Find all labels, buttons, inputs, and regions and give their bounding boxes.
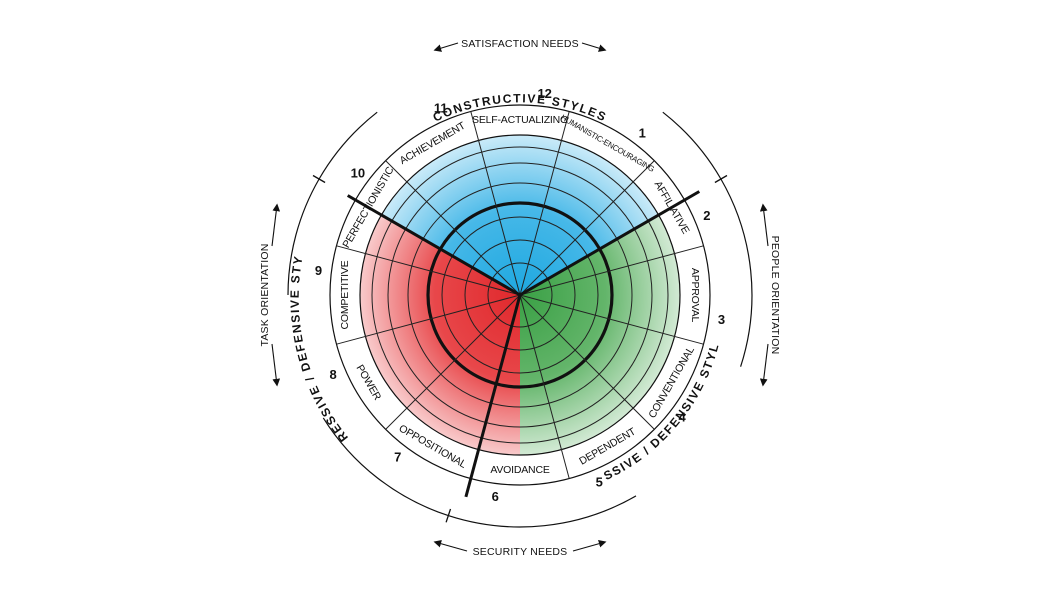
wedge-aggressive [359,215,520,456]
segment-label-competitive: COMPETITIVE [339,260,351,329]
diagram-grid [329,104,711,498]
passive-bracket-arc-2 [448,495,637,528]
segment-divider [470,111,521,296]
segment-divider [385,294,521,430]
grid-ring-2 [464,239,576,351]
aggressive-bracket-arc-2 [287,178,320,296]
wedge-passive [520,215,681,455]
segment-label-self-actualizing: SELF-ACTUALIZING [472,114,568,126]
dimension-top-label: SATISFACTION NEEDS [461,38,579,50]
grid-ring-3 [441,216,599,374]
plot-edge-ring [359,134,681,456]
segment-number-11: 11 [434,101,448,116]
constructive-bracket-arc-1 [318,111,378,180]
segment-divider [519,111,570,296]
segment-divider [519,160,655,296]
label-band-ring [329,104,711,486]
outer-ring [287,111,753,528]
group-boundary-2 [464,294,522,498]
constructive-bracket-arc-2 [662,111,722,180]
segment-number-1: 1 [639,125,646,140]
bracket-tick-1 [714,174,728,184]
grid-ring-1 [487,262,553,328]
segment-divider [519,245,704,296]
segment-number-10: 10 [351,165,365,180]
threshold-ring [426,201,614,389]
segment-divider [519,294,704,345]
segment-label-avoidance: AVOIDANCE [490,464,549,476]
dimension-arrows [271,42,769,552]
group-boundary-3 [346,194,521,297]
group-label-aggressive: AGGRESSIVE / DEFENSIVE STYLES [0,0,351,445]
segment-label-approval: APPROVAL [689,268,701,323]
passive-bracket-arc-1 [720,178,753,367]
segment-number-12: 12 [537,86,551,101]
segment-divider [336,294,521,345]
dimension-bottom-label: SECURITY NEEDS [473,546,568,558]
segment-number-6: 6 [492,489,499,504]
segment-number-9: 9 [315,263,322,278]
segment-number-5: 5 [596,474,603,489]
segment-divider [519,294,655,430]
segment-divider [385,160,521,296]
aggressive-bracket-arc-1 [322,417,449,517]
segment-divider [519,294,570,479]
segment-number-4: 4 [678,410,686,425]
grid-ring-7 [371,146,669,444]
group-boundary-1 [519,190,701,297]
segment-number-2: 2 [703,208,710,223]
bracket-tick-2 [445,508,452,523]
dimension-right-label: PEOPLE ORIENTATION [769,236,781,355]
grid-ring-5 [407,182,633,408]
segment-number-8: 8 [329,367,336,382]
dimension-left-label: TASK ORIENTATION [259,244,271,347]
segment-number-3: 3 [718,312,725,327]
segment-number-7: 7 [394,450,401,465]
segment-divider [336,245,521,296]
grid-ring-6 [387,162,653,428]
bracket-tick-3 [312,174,326,184]
